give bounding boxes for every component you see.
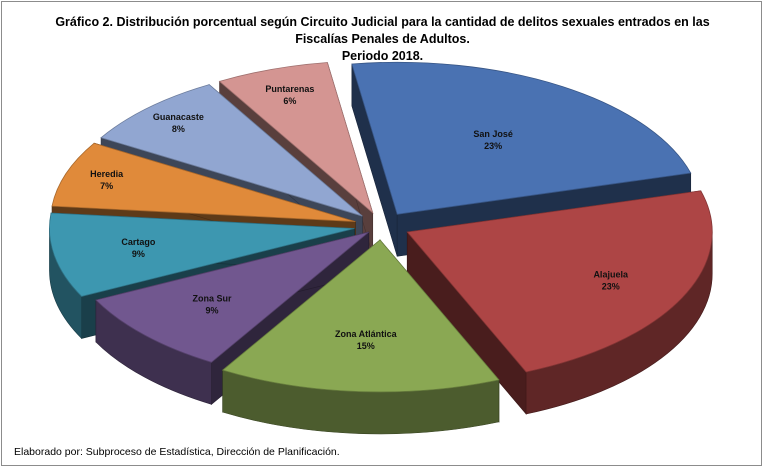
- pie-slice-0-top: [351, 61, 692, 215]
- slice-value-5: 7%: [100, 181, 113, 191]
- slice-label-6: Guanacaste: [153, 112, 204, 122]
- chart-title-line-1: Gráfico 2. Distribución porcentual según…: [55, 15, 710, 29]
- pie-slice-1: [406, 190, 713, 415]
- slice-value-1: 23%: [602, 282, 620, 292]
- slice-value-7: 6%: [283, 96, 296, 106]
- pie-slice-6-top: [100, 84, 363, 217]
- pie-slice-3-top: [95, 231, 370, 363]
- pie-slice-1-top: [406, 190, 713, 373]
- chart-title-line-2: Fiscalías Penales de Adultos.: [295, 32, 470, 46]
- slice-label-7: Puntarenas: [265, 84, 314, 94]
- slice-value-4: 9%: [132, 249, 145, 259]
- slice-label-3: Zona Sur: [192, 293, 231, 303]
- pie-slice-7-top: [218, 62, 374, 215]
- pie-slice-4-top: [49, 212, 355, 297]
- slice-value-2: 15%: [357, 341, 375, 351]
- slice-value-0: 23%: [484, 141, 502, 151]
- pie-slice-5-top: [51, 142, 356, 222]
- chart-title: Gráfico 2. Distribución porcentual según…: [0, 14, 765, 65]
- slice-label-0: San José: [473, 129, 513, 139]
- slice-label-5: Heredia: [90, 169, 124, 179]
- chart-title-line-3: Periodo 2018.: [341, 49, 424, 63]
- slice-value-3: 9%: [205, 305, 218, 315]
- chart-footer: Elaborado por: Subproceso de Estadística…: [14, 446, 340, 458]
- slice-label-4: Cartago: [121, 237, 156, 247]
- slice-value-6: 8%: [172, 124, 185, 134]
- pie-slice-2-top: [221, 239, 500, 393]
- slice-label-2: Zona Atlántica: [335, 329, 398, 339]
- slice-label-1: Alajuela: [593, 270, 629, 280]
- pie-slice-2: [221, 239, 500, 435]
